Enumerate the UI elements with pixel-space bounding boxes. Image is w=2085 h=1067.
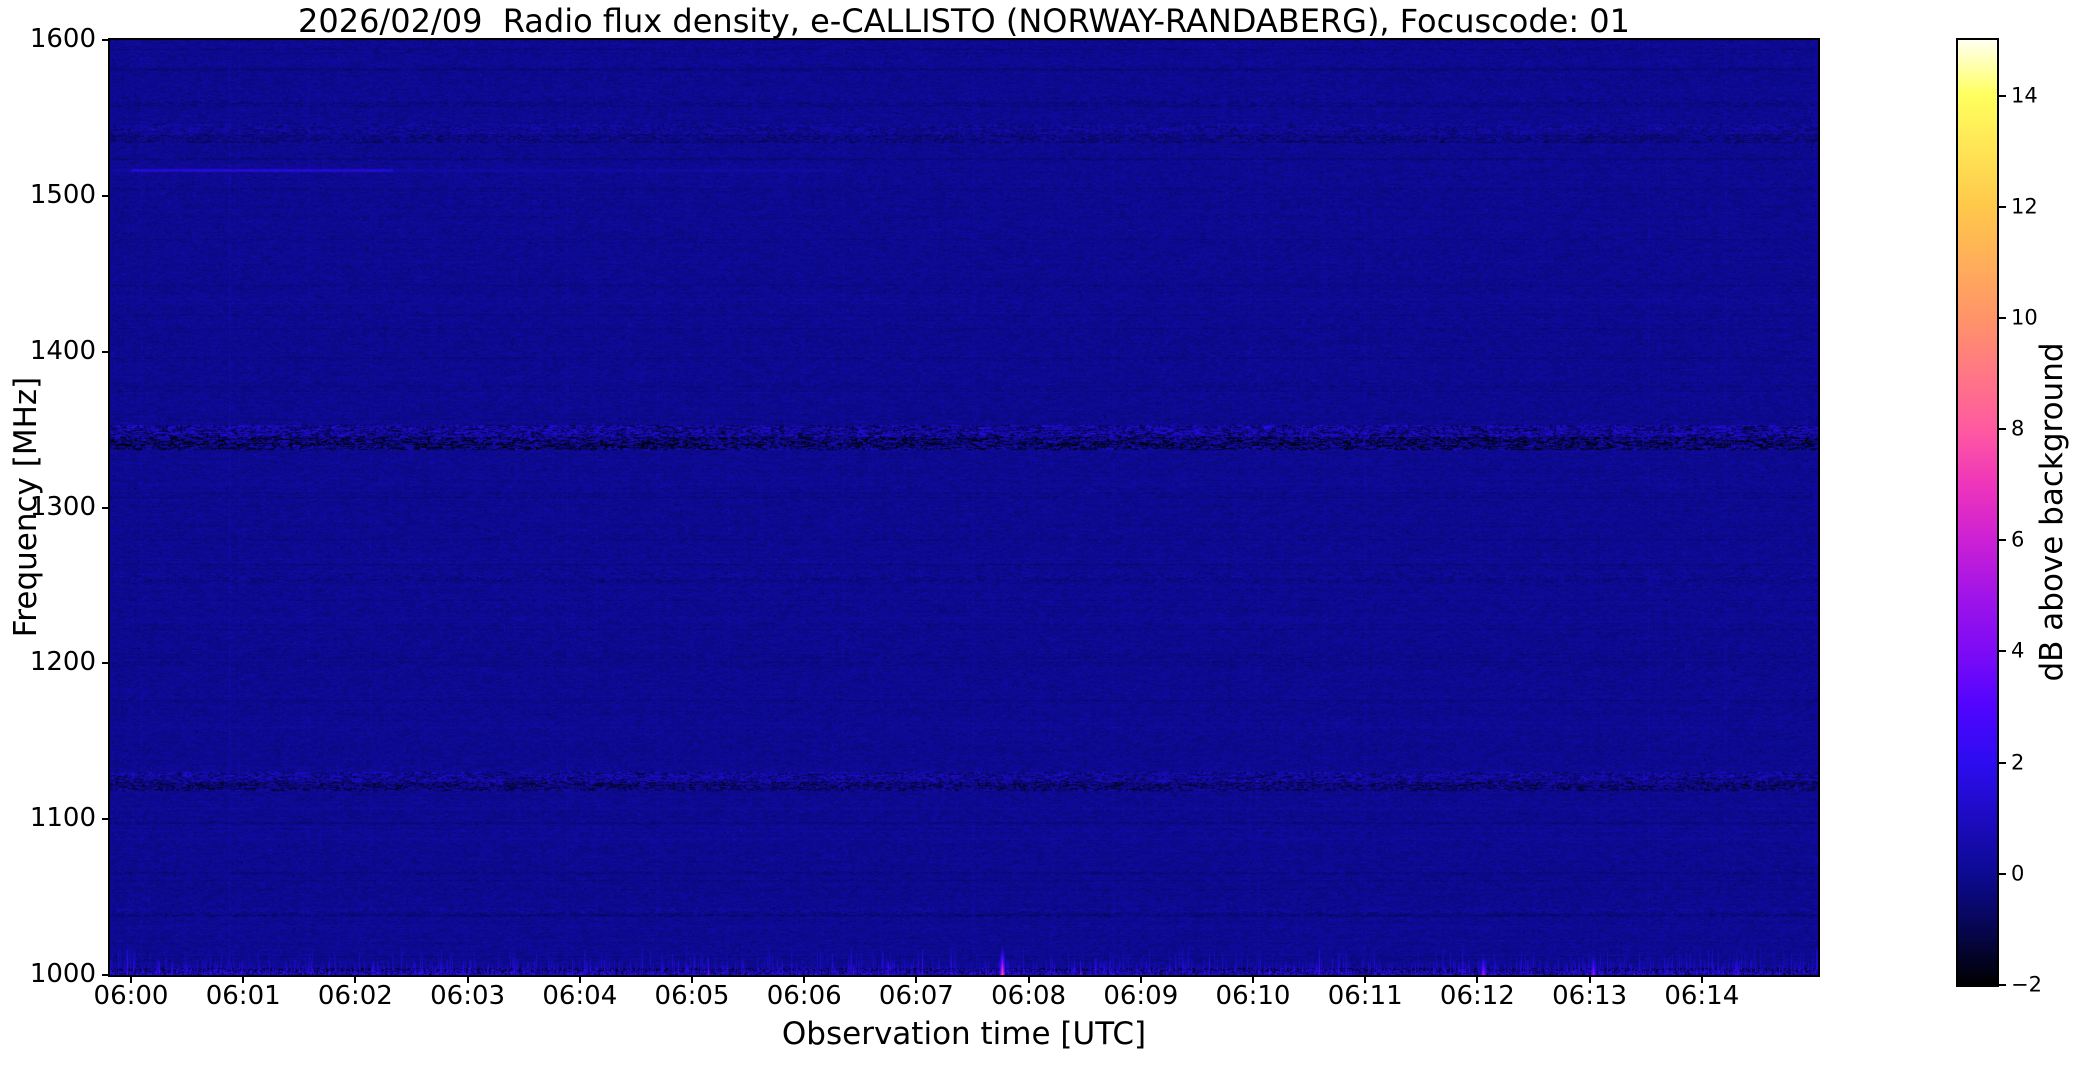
y-tick-label: 1600 — [29, 23, 96, 54]
x-tick-mark — [466, 975, 469, 983]
spectrogram-canvas — [110, 40, 1818, 975]
y-tick-label: 1100 — [29, 802, 96, 833]
x-tick-label: 06:04 — [542, 981, 618, 1011]
y-axis-label: Frequency [MHz] — [8, 376, 44, 638]
x-tick-label: 06:14 — [1664, 981, 1740, 1011]
x-tick-label: 06:10 — [1215, 981, 1291, 1011]
y-tick-label: 1500 — [29, 179, 96, 210]
y-tick-mark — [102, 194, 110, 197]
x-tick-label: 06:11 — [1327, 981, 1403, 1011]
x-tick-label: 06:03 — [430, 981, 506, 1011]
colorbar-tick-label: 10 — [2011, 305, 2038, 330]
x-tick-label: 06:08 — [991, 981, 1067, 1011]
colorbar-tick-mark — [1999, 984, 2006, 986]
x-tick-mark — [1252, 975, 1254, 983]
colorbar-tick-label: 14 — [2011, 83, 2038, 108]
x-tick-mark — [354, 975, 357, 983]
y-tick-label: 1000 — [29, 958, 96, 989]
y-tick-label: 1200 — [29, 647, 96, 678]
x-tick-mark — [130, 975, 132, 983]
colorbar-tick-label: −2 — [2011, 972, 2042, 997]
x-tick-mark — [578, 975, 581, 983]
x-tick-mark — [1588, 975, 1591, 983]
colorbar-tick-label: 2 — [2011, 750, 2025, 775]
colorbar-tick-label: 12 — [2011, 194, 2038, 219]
colorbar-tick-mark — [1999, 205, 2006, 208]
x-tick-mark — [1364, 975, 1367, 983]
x-tick-label: 06:00 — [93, 981, 169, 1011]
x-tick-label: 06:07 — [878, 981, 954, 1011]
x-tick-label: 06:02 — [317, 981, 393, 1011]
x-tick-mark — [1700, 975, 1703, 983]
y-tick-mark — [102, 974, 110, 976]
x-tick-mark — [915, 975, 918, 983]
colorbar-gradient — [1958, 40, 1997, 985]
x-tick-label: 06:12 — [1439, 981, 1515, 1011]
y-tick-label: 1400 — [29, 335, 96, 366]
colorbar-tick-label: 4 — [2011, 638, 2025, 663]
x-tick-mark — [691, 975, 693, 983]
x-tick-label: 06:01 — [205, 981, 281, 1011]
x-axis-label: Observation time [UTC] — [781, 1016, 1147, 1052]
colorbar-tick-label: 6 — [2011, 527, 2025, 552]
colorbar — [1956, 38, 1999, 987]
colorbar-label: dB above background — [2034, 342, 2070, 682]
x-tick-mark — [242, 975, 245, 983]
y-tick-mark — [102, 818, 110, 821]
x-tick-label: 06:05 — [654, 981, 730, 1011]
colorbar-tick-label: 0 — [2011, 861, 2025, 886]
colorbar-tick-mark — [1999, 872, 2006, 875]
x-tick-label: 06:13 — [1552, 981, 1628, 1011]
x-tick-mark — [1027, 975, 1030, 983]
colorbar-tick-mark — [1999, 539, 2006, 542]
x-tick-mark — [803, 975, 806, 983]
plot-area — [108, 38, 1820, 977]
colorbar-tick-mark — [1999, 316, 2006, 319]
x-tick-mark — [1476, 975, 1479, 983]
y-tick-mark — [102, 350, 110, 353]
x-tick-label: 06:06 — [766, 981, 842, 1011]
y-tick-mark — [102, 506, 110, 509]
y-tick-mark — [102, 39, 110, 41]
colorbar-tick-mark — [1999, 428, 2006, 431]
colorbar-tick-mark — [1999, 761, 2006, 764]
chart-title: 2026/02/09 Radio flux density, e-CALLIST… — [297, 2, 1630, 40]
x-tick-mark — [1139, 975, 1142, 983]
colorbar-tick-label: 8 — [2011, 416, 2025, 441]
colorbar-tick-mark — [1999, 650, 2006, 653]
y-tick-label: 1300 — [29, 491, 96, 522]
y-tick-mark — [102, 662, 110, 665]
colorbar-tick-mark — [1999, 94, 2006, 97]
x-tick-label: 06:09 — [1103, 981, 1179, 1011]
